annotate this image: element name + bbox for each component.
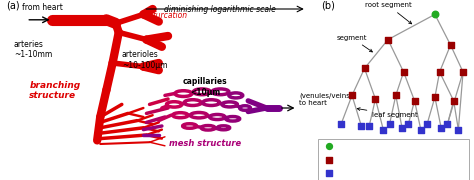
Ellipse shape xyxy=(184,100,201,105)
Text: segment: segment xyxy=(337,35,373,52)
Text: bifurcation: bifurcation xyxy=(146,11,188,20)
Point xyxy=(372,98,379,100)
Ellipse shape xyxy=(203,100,219,105)
Ellipse shape xyxy=(240,106,250,110)
Point xyxy=(337,123,345,126)
Point xyxy=(348,94,356,97)
Ellipse shape xyxy=(226,117,240,121)
Point xyxy=(386,123,393,126)
Text: arteries
~1-10mm: arteries ~1-10mm xyxy=(14,40,52,59)
Point xyxy=(450,99,457,102)
Point xyxy=(455,128,462,131)
Point xyxy=(392,94,400,97)
FancyBboxPatch shape xyxy=(319,139,468,180)
Ellipse shape xyxy=(166,102,182,107)
Point xyxy=(325,159,332,162)
Point xyxy=(447,44,454,46)
Text: leaf node: leaf node xyxy=(337,170,368,176)
Text: node (bifurcation): node (bifurcation) xyxy=(337,157,396,163)
Point xyxy=(417,128,425,131)
Point xyxy=(365,125,373,127)
Ellipse shape xyxy=(201,126,215,130)
Ellipse shape xyxy=(212,89,229,95)
Point xyxy=(444,123,451,126)
Text: root segment: root segment xyxy=(365,2,411,24)
Ellipse shape xyxy=(193,89,210,95)
Point xyxy=(400,71,407,73)
Point xyxy=(325,144,332,147)
Point xyxy=(431,13,438,16)
Point xyxy=(404,123,412,126)
Ellipse shape xyxy=(210,114,225,120)
Point xyxy=(384,38,392,41)
Text: branching
structure: branching structure xyxy=(29,81,81,100)
Point xyxy=(423,123,431,126)
Point xyxy=(398,126,406,129)
Text: diminishing logarithmic scale: diminishing logarithmic scale xyxy=(164,4,276,14)
Text: arterioles
~10-100μm: arterioles ~10-100μm xyxy=(122,50,167,70)
Point xyxy=(380,128,387,131)
Text: (venules/veins)
to heart: (venules/veins) to heart xyxy=(299,92,353,106)
Text: mesh structure: mesh structure xyxy=(169,139,241,148)
Point xyxy=(357,125,365,127)
Text: (a): (a) xyxy=(6,1,20,11)
Ellipse shape xyxy=(182,124,197,128)
Point xyxy=(436,71,443,73)
Point xyxy=(438,126,445,129)
Ellipse shape xyxy=(175,91,192,96)
Point xyxy=(459,71,467,73)
Point xyxy=(325,171,332,174)
Ellipse shape xyxy=(229,93,243,98)
Text: root node: root node xyxy=(337,143,369,149)
Ellipse shape xyxy=(173,113,188,118)
Text: (b): (b) xyxy=(321,1,335,11)
Point xyxy=(431,96,438,99)
Point xyxy=(361,67,368,70)
Point xyxy=(411,99,419,102)
Text: leaf segment: leaf segment xyxy=(357,108,418,118)
Ellipse shape xyxy=(191,112,207,118)
Ellipse shape xyxy=(217,126,229,130)
Ellipse shape xyxy=(222,102,237,107)
Text: from heart: from heart xyxy=(22,3,63,12)
Text: capillaries
<10μm: capillaries <10μm xyxy=(182,77,228,97)
